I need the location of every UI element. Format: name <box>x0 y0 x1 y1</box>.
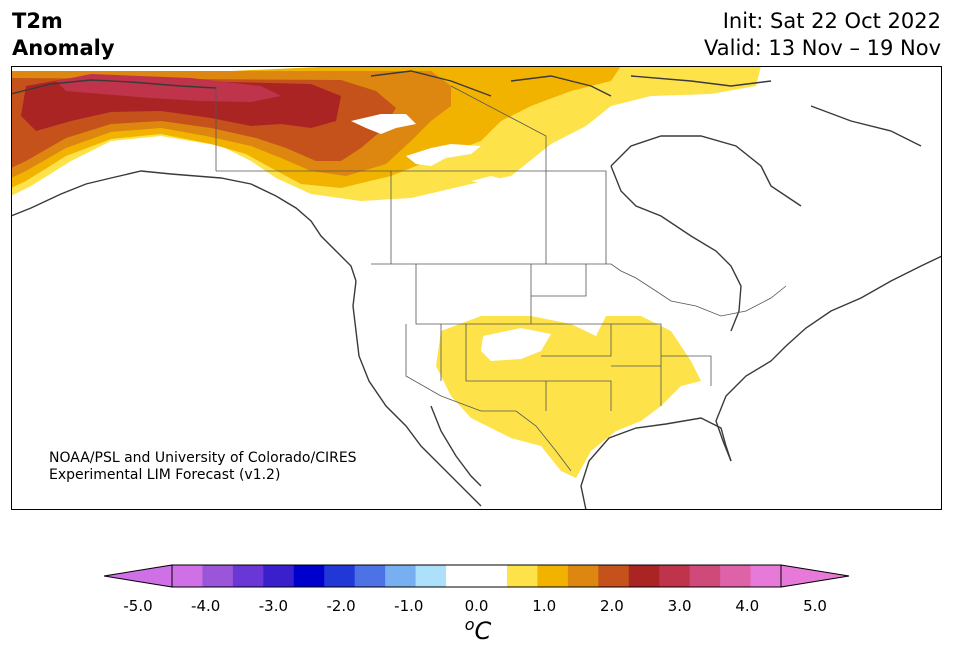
colorbar-tick-label: 5.0 <box>803 597 827 615</box>
unit-degree-symbol: o <box>464 615 475 634</box>
anomaly-map <box>11 66 942 510</box>
colorbar-swatch <box>567 565 599 587</box>
great-slave-lake <box>406 144 481 166</box>
lake-athabasca <box>471 176 503 185</box>
hudson-bay-coast <box>610 135 802 332</box>
lakes <box>351 114 503 185</box>
colorbar-swatch <box>750 565 782 587</box>
forecast-dates: Init: Sat 22 Oct 2022 Valid: 13 Nov – 19… <box>704 8 941 62</box>
colorbar-tick-label: 0.0 <box>464 597 489 615</box>
colorbar-unit: oC <box>465 615 492 645</box>
colorbar-tick-label: -3.0 <box>258 597 289 615</box>
colorbar-swatch <box>506 565 538 587</box>
colorbar-tick-label: 4.0 <box>735 597 760 615</box>
colorbar-frame <box>171 564 782 588</box>
map-title: T2m Anomaly <box>12 8 115 62</box>
arctic-islands-coast <box>370 70 922 147</box>
title-variable-type: Anomaly <box>12 36 115 60</box>
colorbar-swatch <box>172 565 203 587</box>
colorbar-under-arrow <box>103 564 173 588</box>
unit-letter: C <box>474 617 492 645</box>
valid-range: Valid: 13 Nov – 19 Nov <box>704 36 941 60</box>
colorbar-tick-label: -4.0 <box>191 597 221 615</box>
us-canada-border <box>371 263 787 317</box>
colorbar-tick-label: -5.0 <box>123 597 153 615</box>
colorbar-tick-label: 2.0 <box>599 597 624 615</box>
credit-line-1: NOAA/PSL and University of Colorado/CIRE… <box>49 450 357 466</box>
alaska-coast <box>11 79 357 282</box>
colorbar-swatch <box>537 565 569 587</box>
credit-line-2: Experimental LIM Forecast (v1.2) <box>49 467 281 483</box>
colorbar-tick-label: 1.0 <box>532 597 557 615</box>
colorbar-swatch <box>628 565 660 587</box>
colorbar-tick-label: -2.0 <box>326 597 356 615</box>
coastlines <box>11 70 942 510</box>
colorbar-swatch <box>202 565 234 587</box>
colorbar-swatch <box>598 565 630 587</box>
init-date: Init: Sat 22 Oct 2022 <box>722 9 941 33</box>
colorbar-swatch <box>720 565 752 587</box>
canadian-provinces <box>216 85 607 264</box>
colorbar-swatch <box>689 565 721 587</box>
great-bear-lake <box>351 114 416 134</box>
title-variable: T2m <box>12 9 63 33</box>
colorbar-swatch <box>446 565 477 587</box>
map-frame <box>11 66 942 510</box>
colorbar-swatch <box>385 565 417 587</box>
anomaly-fills <box>11 66 761 478</box>
colorbar-swatch <box>263 565 295 587</box>
colorbar-tick-label: -1.0 <box>394 597 424 615</box>
baja-coast <box>430 405 482 487</box>
credit-text: NOAA/PSL and University of Colorado/CIRE… <box>49 450 357 484</box>
pacific-coast <box>352 280 482 507</box>
colorbar-swatch <box>659 565 691 587</box>
colorbar-swatch <box>476 565 508 587</box>
colorbar-over-arrow <box>780 564 850 588</box>
anomaly-fill-white-hole <box>481 328 551 361</box>
colorbar-swatch <box>232 565 264 587</box>
us-mexico-border <box>440 395 572 472</box>
boundaries <box>215 85 787 472</box>
colorbar-swatch <box>324 565 356 587</box>
colorbar-swatch <box>415 565 447 587</box>
colorbar-swatch <box>354 565 386 587</box>
us-states <box>405 264 712 411</box>
colorbar <box>103 564 850 588</box>
gulf-coast <box>580 417 732 510</box>
atlantic-coast <box>715 255 942 462</box>
colorbar-tick-label: 3.0 <box>667 597 692 615</box>
colorbar-swatch <box>293 565 325 587</box>
